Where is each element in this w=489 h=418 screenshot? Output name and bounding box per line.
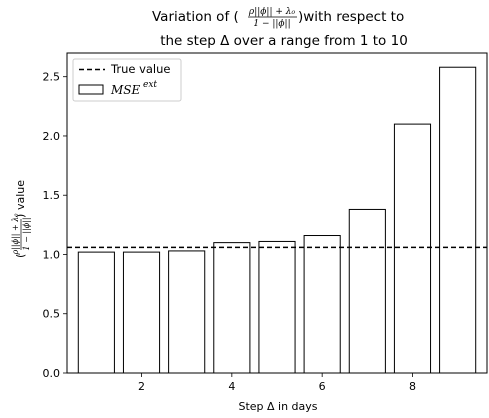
title-frac-numerator: ρ||ϕ|| + λ₀ — [248, 7, 296, 17]
bar-step-1 — [77, 251, 115, 374]
y-tick-label: 2.5 — [43, 71, 61, 84]
y-tick-label: 2.0 — [43, 130, 61, 143]
x-ticks: 2 4 6 8 — [138, 373, 416, 393]
bar-step-7 — [348, 208, 386, 374]
bar-step-4 — [213, 242, 251, 374]
bar-step-2 — [122, 251, 161, 374]
x-tick-label: 8 — [409, 380, 416, 393]
title-prefix: Variation of ( — [152, 9, 239, 25]
x-tick-label: 2 — [138, 380, 145, 393]
y-tick-label: 1.5 — [43, 189, 61, 202]
bars-group — [77, 66, 477, 374]
y-ticks: 0.0 0.5 1.0 1.5 2.0 2.5 — [43, 71, 67, 380]
bar-step-9 — [439, 66, 477, 374]
title-frac-denominator: 1 − ||ϕ|| — [253, 19, 290, 29]
y-label-frac-denominator: 1 − ||ϕ|| — [22, 217, 31, 250]
x-axis-label: Step Δ in days — [238, 400, 317, 413]
y-axis-label: ( ρ||ϕ|| + λ₀ 1 − ||ϕ|| ) value — [11, 180, 31, 258]
title-line2: the step Δ over a range from 1 to 10 — [160, 33, 408, 49]
y-label-suffix: value — [14, 180, 27, 210]
x-tick-label: 4 — [228, 380, 235, 393]
legend-mse-swatch — [78, 84, 104, 95]
y-tick-label: 0.0 — [43, 367, 61, 380]
y-label-frac-numerator: ρ||ϕ|| + λ₀ — [11, 213, 20, 256]
chart-title: Variation of ( ρ||ϕ|| + λ₀ 1 − ||ϕ|| )wi… — [152, 7, 408, 49]
bar-step-5 — [258, 240, 296, 374]
y-label-open-paren: ( — [14, 254, 27, 258]
plot-frame — [66, 52, 488, 374]
legend-true-value-label: True value — [110, 62, 171, 76]
y-label-close-paren: ) — [14, 214, 27, 218]
title-suffix: )with respect to — [298, 9, 404, 25]
bar-step-8 — [393, 123, 432, 374]
y-tick-label: 1.0 — [43, 248, 61, 261]
legend-mse-superscript: ext — [143, 80, 157, 90]
bar-step-6 — [303, 235, 341, 374]
x-tick-label: 6 — [319, 380, 326, 393]
legend-mse-label: MSE — [110, 83, 141, 97]
legend: True value MSE ext — [72, 58, 182, 102]
y-tick-label: 0.5 — [43, 308, 61, 321]
bar-step-3 — [168, 250, 206, 374]
